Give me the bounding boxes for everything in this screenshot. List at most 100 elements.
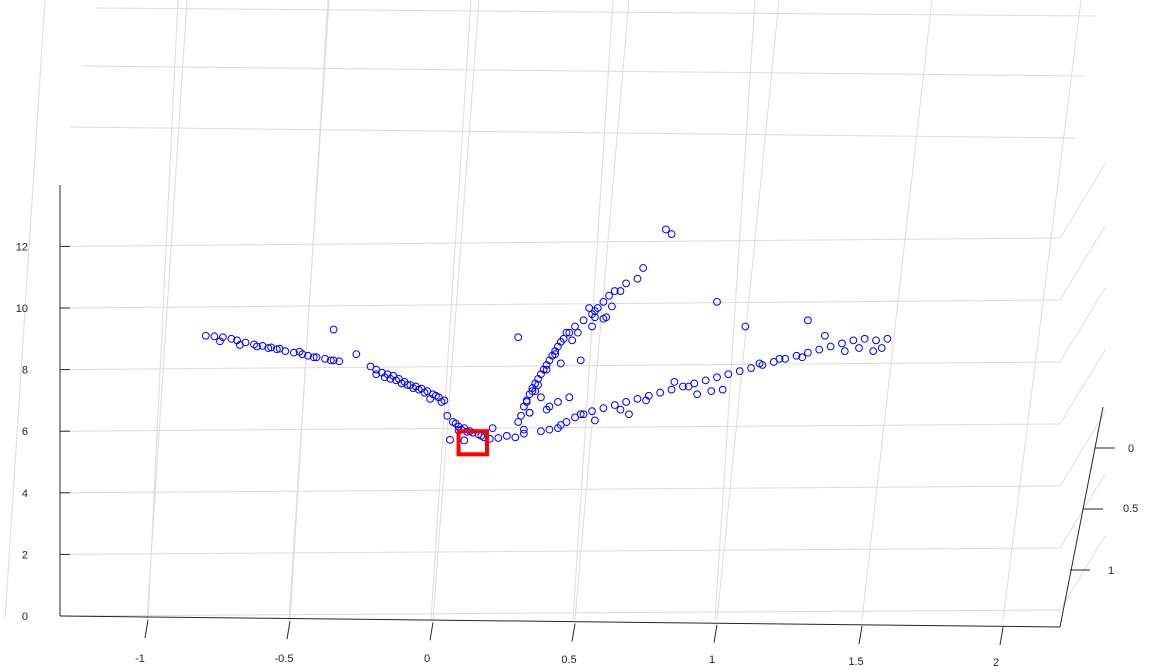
z-gridline [59, 485, 1061, 494]
data-point [616, 287, 625, 295]
data-point [633, 274, 642, 283]
data-point [295, 347, 304, 356]
data-point [275, 344, 284, 353]
data-point [352, 350, 361, 359]
data-point [488, 424, 497, 433]
x-tick-label: 2 [993, 657, 999, 669]
x-gridline-front [147, 0, 179, 621]
data-point [588, 407, 596, 416]
z-gridline-side [1059, 535, 1106, 611]
x-gridline-front [861, 0, 933, 621]
data-point [826, 342, 835, 351]
data-point [821, 331, 829, 340]
x-tick-mark [286, 621, 291, 640]
data-point [633, 394, 642, 403]
axes [59, 185, 1115, 646]
data-point [667, 385, 676, 394]
data-point [747, 364, 755, 372]
data-point [218, 333, 227, 342]
y-axis-line [1059, 406, 1104, 628]
data-point [235, 341, 244, 349]
data-point [684, 382, 693, 391]
data-point [534, 381, 542, 389]
data-point [803, 316, 812, 325]
x-tick-label: 1 [709, 654, 715, 666]
x-gridline-front [1002, 0, 1082, 621]
data-point [576, 410, 585, 419]
x-tick-label: 1.5 [848, 656, 863, 668]
data-point [551, 350, 560, 359]
z-gridline [59, 299, 1061, 309]
data-point [571, 322, 579, 331]
z-gridline [59, 423, 1061, 432]
data-point [309, 353, 318, 362]
x-tick-mark [429, 622, 434, 641]
z-tick-label: 6 [22, 426, 28, 438]
z-tick-label: 10 [16, 303, 28, 315]
data-point [590, 307, 599, 315]
x-gridline-front [574, 0, 630, 621]
data-point [397, 379, 406, 388]
z-gridline [59, 237, 1061, 247]
data-point [568, 336, 577, 345]
z-tick-label: 4 [22, 488, 28, 500]
x-tick-label: 0.5 [561, 654, 576, 666]
data-point [525, 408, 534, 417]
x-gridline-front [432, 0, 480, 621]
data-point [608, 302, 616, 311]
x-axis-line [59, 615, 1061, 628]
x-gridline-front [289, 0, 329, 621]
data-point [602, 313, 611, 322]
data-point [519, 429, 528, 438]
back-gridline [94, 7, 1096, 17]
y-tick-label: 0 [1128, 443, 1134, 455]
data-point [741, 322, 750, 331]
z-gridline [59, 361, 1061, 371]
data-point [267, 343, 276, 352]
data-point [565, 328, 574, 337]
data-point [562, 328, 571, 337]
data-point [803, 348, 812, 357]
x-tick-mark [999, 627, 1004, 646]
data-point [321, 354, 329, 363]
back-gridline [81, 65, 1086, 77]
data-point [883, 334, 892, 343]
data-point [599, 404, 608, 413]
data-point [227, 334, 236, 343]
data-point [735, 367, 744, 376]
data-point [855, 344, 863, 352]
highlight-layer [456, 429, 489, 457]
data-point [494, 434, 503, 442]
data-point [403, 381, 412, 389]
data-point [426, 394, 435, 403]
x-gridline [572, 0, 614, 621]
data-point [701, 376, 710, 385]
data-point [414, 385, 423, 394]
z-tick-label: 0 [22, 611, 28, 623]
data-point [605, 291, 613, 300]
data-point [815, 345, 824, 354]
data-point [559, 334, 568, 343]
data-point [386, 374, 395, 383]
data-point [460, 436, 469, 445]
data-point [329, 356, 338, 365]
data-point [522, 398, 531, 406]
x-tick-label: 0 [424, 653, 430, 665]
data-point [531, 387, 540, 396]
data-point [792, 351, 801, 360]
data-point [781, 354, 790, 363]
data-point [542, 365, 551, 374]
z-tick-label: 8 [22, 365, 28, 377]
data-point [656, 388, 665, 397]
data-point [639, 264, 648, 272]
z-tick-label: 2 [22, 549, 28, 561]
data-point [838, 339, 846, 348]
data-point [216, 337, 224, 346]
data-point [713, 373, 721, 382]
data-point [264, 344, 273, 352]
data-point [849, 336, 858, 345]
data-point [798, 353, 807, 362]
data-point [289, 348, 298, 357]
data-point [588, 322, 596, 331]
